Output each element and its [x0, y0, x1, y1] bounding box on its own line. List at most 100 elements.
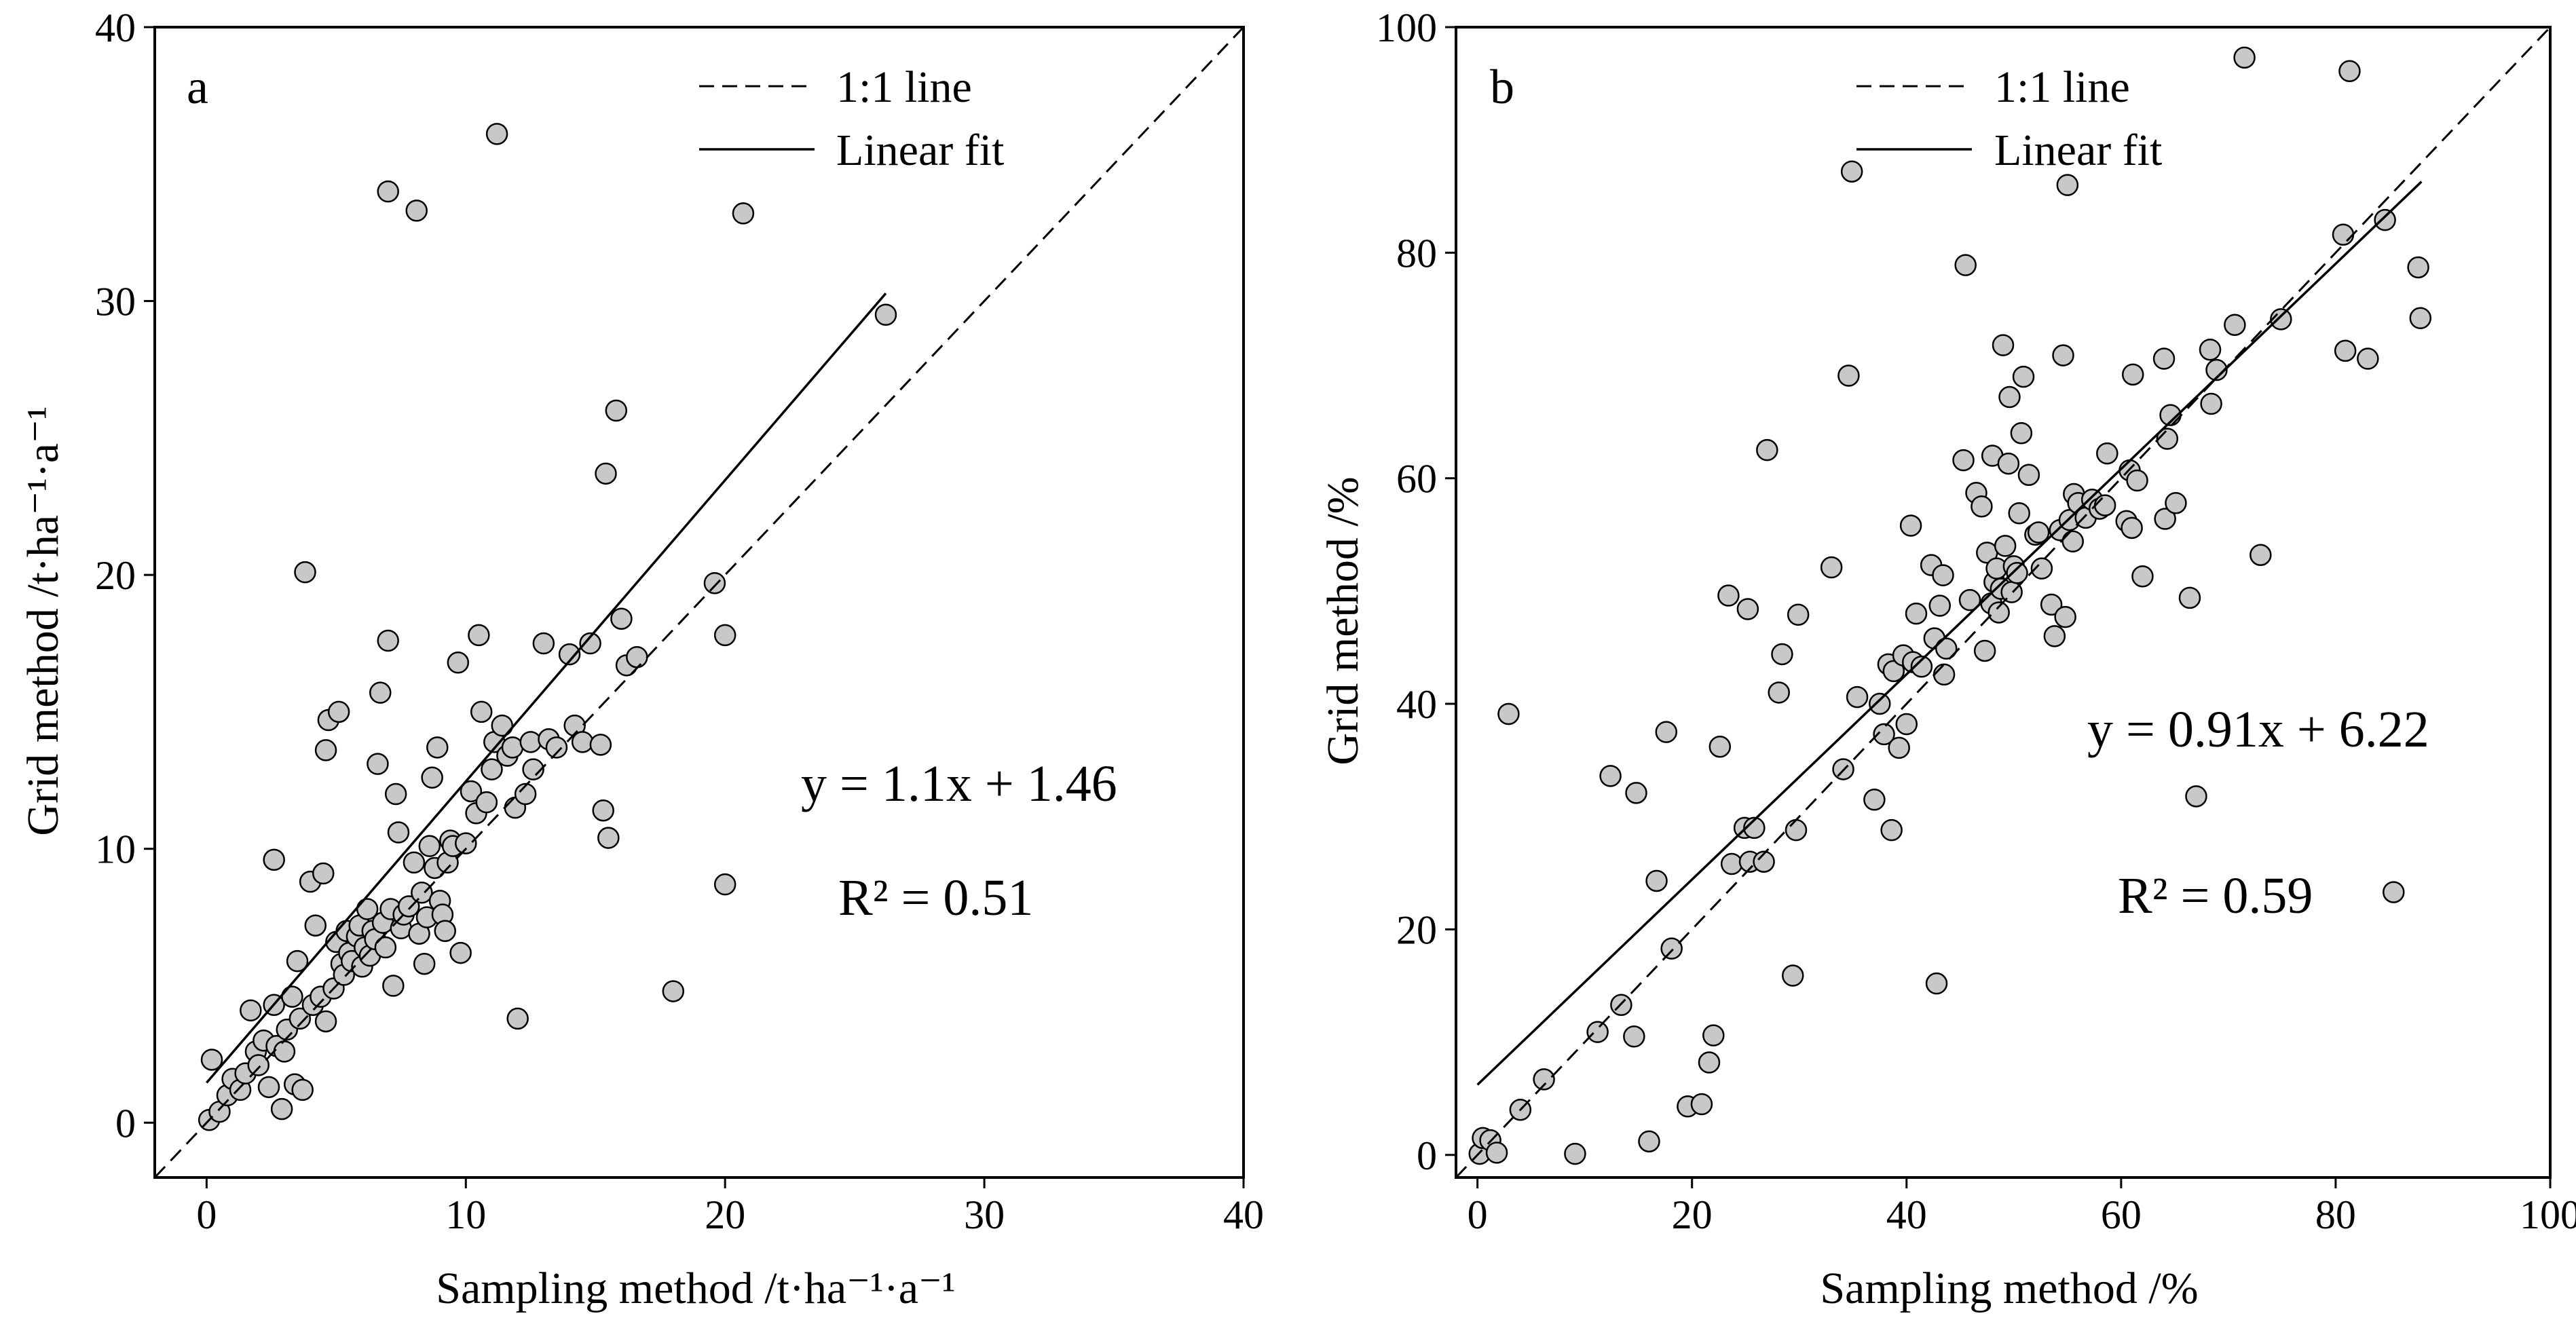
panel-a-data-point: [369, 681, 392, 704]
panel-a-data-point: [485, 123, 508, 145]
panel-a-legend-dashed-label: 1:1 line: [836, 62, 972, 112]
panel-b-data-point: [1888, 736, 1910, 759]
panel-a-data-point: [592, 799, 614, 822]
panel-b-data-point: [2096, 442, 2118, 465]
panel-a-y-ticks: 0 10 20 30 40: [95, 5, 155, 1146]
panel-b-data-point: [1753, 850, 1775, 873]
panel-a: 0 10 20 30 40 0 10 20 30 40 a 1:1 line Linear fi…: [18, 5, 1264, 1313]
panel-b-data-point: [1882, 660, 1905, 683]
panel-b-data-point: [2270, 308, 2292, 331]
panel-b-data-point: [2006, 562, 2028, 584]
panel-b-data-point: [1702, 1024, 1725, 1046]
panel-a-data-point: [501, 736, 524, 759]
panel-b-data-point: [2200, 392, 2222, 415]
panel-a-data-point: [455, 832, 477, 854]
panel-b-data-point: [2383, 881, 2405, 903]
panel-b-data-point: [1756, 438, 1778, 461]
panel-b-data-point: [2027, 521, 2050, 544]
panel-b-data-point: [1973, 639, 1996, 662]
panel-a-data-point: [532, 632, 555, 655]
panel-a-y-tick-label: 40: [95, 5, 136, 50]
panel-b-x-tick-label: 20: [1672, 1192, 1713, 1237]
panel-b-data-point: [2043, 625, 2066, 647]
panel-b-data-point: [1869, 692, 1891, 715]
panel-b-y-tick-label: 0: [1417, 1133, 1437, 1178]
panel-b-data-point: [1599, 765, 1622, 787]
panel-b-data-point: [1785, 818, 1808, 842]
panel-b-data-point: [2017, 464, 2040, 486]
panel-a-data-point: [247, 1054, 270, 1076]
panel-a-data-point: [398, 895, 420, 918]
panel-a-data-point: [413, 952, 436, 975]
panel-b-data-point: [2185, 785, 2207, 808]
panel-b-one-to-one-line: [1455, 26, 2552, 1179]
panel-a-data-point: [411, 882, 433, 904]
panel-b-data-point: [1933, 663, 1956, 686]
panel-b-data-point: [2010, 421, 2033, 445]
panel-a-data-point: [240, 999, 262, 1022]
panel-b-data-point: [1709, 735, 1732, 758]
panel-a-data-point: [595, 462, 617, 485]
panel-a-data-point: [273, 1040, 296, 1063]
panel-a-data-point: [597, 827, 620, 849]
panel-a-data-point: [470, 700, 493, 723]
panel-b-y-tick-label: 100: [1376, 5, 1437, 50]
panel-b-data-point: [1771, 643, 1793, 666]
panel-b-data-point: [1846, 685, 1869, 709]
panel-b-data-point: [1820, 556, 1843, 579]
panel-b-data-point: [2154, 508, 2176, 530]
panel-a-data-point: [703, 572, 726, 595]
panel-b-data-point: [1994, 535, 2017, 557]
panel-a-data-point: [610, 607, 633, 630]
panel-a-fit-line: [206, 293, 887, 1084]
panel-b: 0 20 40 60 80 100 0 20 40 60 80 100 b 1:1 line Lin…: [1318, 5, 2576, 1313]
panel-b-data-point: [2093, 494, 2116, 516]
panel-a-data-point: [270, 1097, 293, 1120]
panel-b-data-point: [1895, 713, 1918, 736]
panel-b-data-point: [1787, 603, 1810, 626]
panel-a-data-point: [449, 941, 472, 964]
panel-a-y-tick-label: 0: [115, 1101, 136, 1146]
panel-a-data-point: [514, 782, 537, 806]
panel-a-data-point: [418, 835, 441, 857]
panel-a-data-point: [421, 766, 443, 789]
panel-b-data-point: [1932, 564, 1954, 586]
panel-a-data-point: [447, 652, 470, 674]
panel-b-data-point: [1899, 514, 1922, 537]
panel-b-data-point: [1690, 1093, 1713, 1116]
panel-b-data-point: [2332, 223, 2355, 246]
panel-b-data-point: [2052, 344, 2074, 366]
panel-a-data-point: [468, 624, 490, 647]
panel-b-data-point: [1768, 681, 1790, 704]
panel-b-data-point: [2040, 593, 2063, 616]
panel-b-data-point: [1880, 818, 1903, 842]
panel-a-data-point: [286, 949, 309, 973]
panel-b-data-point: [2121, 516, 2143, 540]
panel-b-data-point: [2008, 502, 2030, 525]
panel-a-data-point: [374, 936, 397, 959]
panel-a-x-tick-label: 20: [705, 1192, 745, 1237]
panel-b-data-point: [1935, 637, 1958, 660]
panel-b-y-tick-label: 20: [1396, 907, 1437, 952]
panel-a-data-point: [367, 753, 389, 775]
panel-b-equation: y = 0.91x + 6.22: [2087, 701, 2429, 758]
panel-b-fit-line: [1476, 181, 2423, 1086]
panel-a-legend-solid-label: Linear fit: [836, 126, 1004, 175]
panel-b-data-point: [1485, 1142, 1508, 1164]
panel-a-data-point: [434, 920, 456, 943]
panel-a-data-point: [314, 1010, 337, 1033]
panel-a-data-point: [558, 643, 581, 666]
panel-b-data-point: [2233, 46, 2256, 69]
panel-a-x-ticks: 0 10 20 30 40: [196, 1177, 1264, 1237]
panel-a-equation: y = 1.1x + 1.46: [801, 755, 1117, 812]
panel-a-one-to-one-line: [153, 26, 1245, 1179]
panel-b-legend-solid-label: Linear fit: [1994, 126, 2162, 175]
panel-a-data-point: [589, 734, 612, 756]
panel-b-data-point: [1698, 1051, 1721, 1074]
panel-a-data-point: [481, 758, 503, 780]
panel-a-plot-frame: [153, 26, 1245, 1179]
panel-a-data-point: [377, 180, 399, 203]
panel-b-data-point: [1905, 602, 1928, 625]
panel-b-data-point: [1928, 595, 1952, 617]
panel-a-r-squared: R² = 0.51: [838, 869, 1033, 926]
